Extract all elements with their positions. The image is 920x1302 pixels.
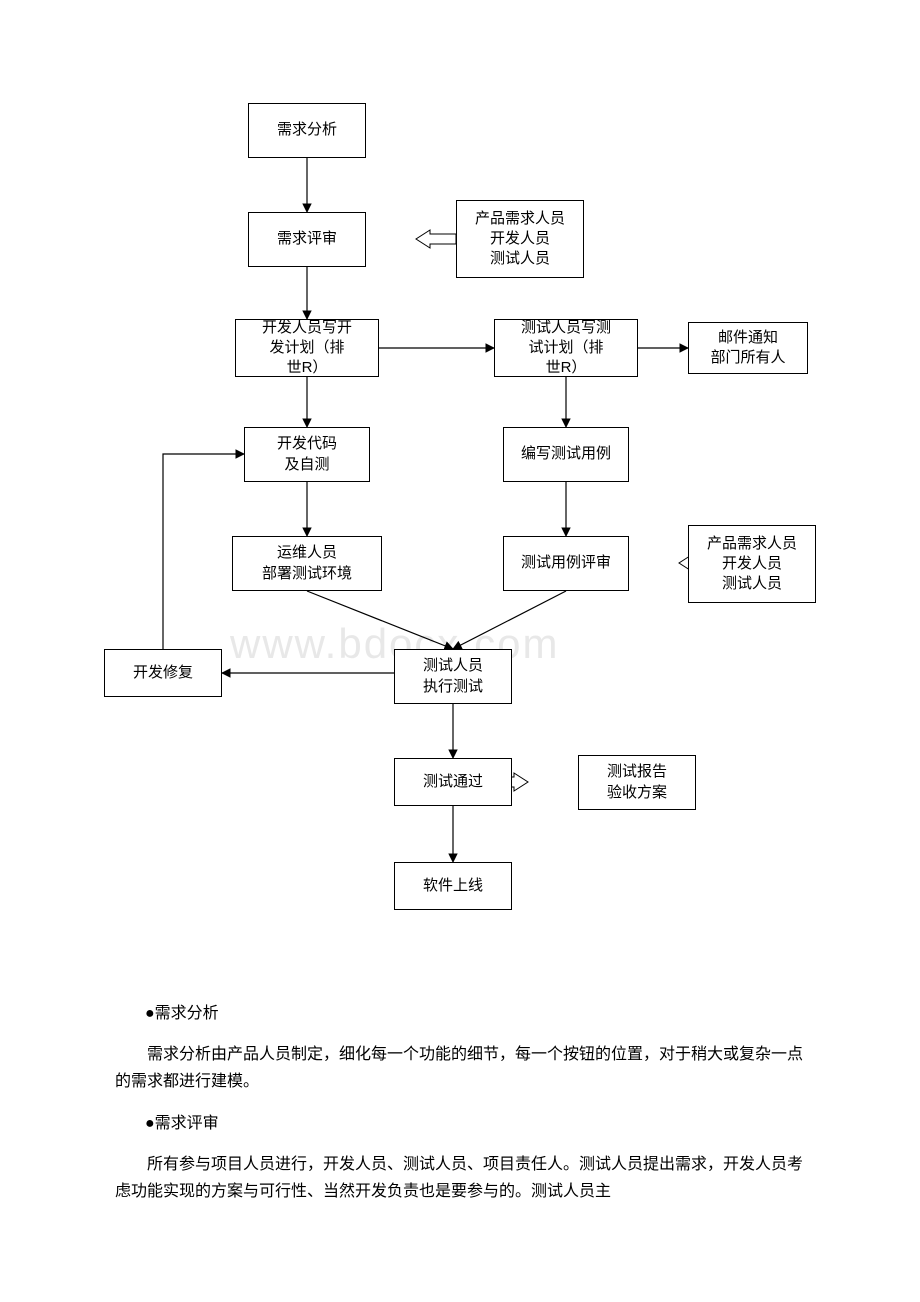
node-label: 测试人员写测 — [521, 319, 611, 338]
flow-node: 编写测试用例 — [503, 427, 629, 482]
node-label: 测试报告 — [607, 762, 667, 782]
flow-node: 运维人员部署测试环境 — [232, 536, 382, 591]
node-label: 部门所有人 — [710, 348, 785, 368]
flow-node: 开发修复 — [104, 649, 222, 697]
node-label: 开发修复 — [133, 663, 193, 683]
body-text: ●需求分析需求分析由产品人员制定，细化每一个功能的细节，每一个按钮的位置，对于稍… — [115, 1000, 805, 1219]
node-label: 世R） — [287, 358, 328, 377]
flow-node: 测试用例评审 — [503, 536, 629, 591]
node-label: 产品需求人员 — [707, 534, 797, 554]
flow-node: 测试报告验收方案 — [578, 755, 696, 810]
node-label: 验收方案 — [607, 783, 667, 803]
flow-node: 测试人员执行测试 — [394, 649, 512, 704]
node-label: 试计划（排 — [528, 338, 603, 358]
node-label: 邮件通知 — [718, 328, 778, 348]
section-heading: ●需求评审 — [145, 1110, 805, 1137]
open-arrow — [416, 230, 456, 248]
node-label: 需求评审 — [277, 229, 337, 249]
flow-edge — [453, 591, 566, 649]
paragraph: 所有参与项目人员进行，开发人员、测试人员、项目责任人。测试人员提出需求，开发人员… — [115, 1151, 805, 1205]
node-label: 开发人员 — [490, 229, 550, 249]
section-heading: ●需求分析 — [145, 1000, 805, 1027]
flow-node: 产品需求人员开发人员测试人员 — [688, 525, 816, 603]
node-label: 部署测试环境 — [262, 564, 352, 584]
paragraph: 需求分析由产品人员制定，细化每一个功能的细节，每一个按钮的位置，对于稍大或复杂一… — [115, 1041, 805, 1095]
node-label: 开发人员 — [722, 554, 782, 574]
node-label: 产品需求人员 — [475, 209, 565, 229]
node-label: 需求分析 — [277, 120, 337, 140]
node-label: 测试用例评审 — [521, 553, 611, 573]
flow-node: 软件上线 — [394, 862, 512, 910]
node-label: 编写测试用例 — [521, 444, 611, 464]
node-label: 及自测 — [284, 455, 329, 475]
flow-node: 产品需求人员开发人员测试人员 — [456, 200, 584, 278]
node-label: 开发人员写开 — [262, 319, 352, 338]
node-label: 测试通过 — [423, 772, 483, 792]
node-label: 测试人员 — [722, 574, 782, 594]
flow-node: 开发代码及自测 — [244, 427, 370, 482]
node-label: 软件上线 — [423, 876, 483, 896]
flow-node: 需求分析 — [248, 103, 366, 158]
node-label: 执行测试 — [423, 677, 483, 697]
node-label: 测试人员 — [490, 249, 550, 269]
connector-layer — [0, 0, 920, 970]
flow-node: 需求评审 — [248, 212, 366, 267]
node-label: 测试人员 — [423, 656, 483, 676]
flow-node: 测试人员写测试计划（排世R） — [494, 319, 638, 377]
flow-node: 邮件通知部门所有人 — [688, 322, 808, 374]
flow-edge — [307, 591, 453, 649]
node-label: 开发代码 — [277, 434, 337, 454]
flow-node: 测试通过 — [394, 758, 512, 806]
flow-node: 开发人员写开发计划（排世R） — [235, 319, 379, 377]
node-label: 运维人员 — [277, 543, 337, 563]
node-label: 世R） — [546, 358, 587, 377]
flowchart-diagram: www.bdocx.com 需求分析需求评审产品需求人员开发人员测试人员开发人员… — [0, 0, 920, 970]
node-label: 发计划（排 — [269, 338, 344, 358]
